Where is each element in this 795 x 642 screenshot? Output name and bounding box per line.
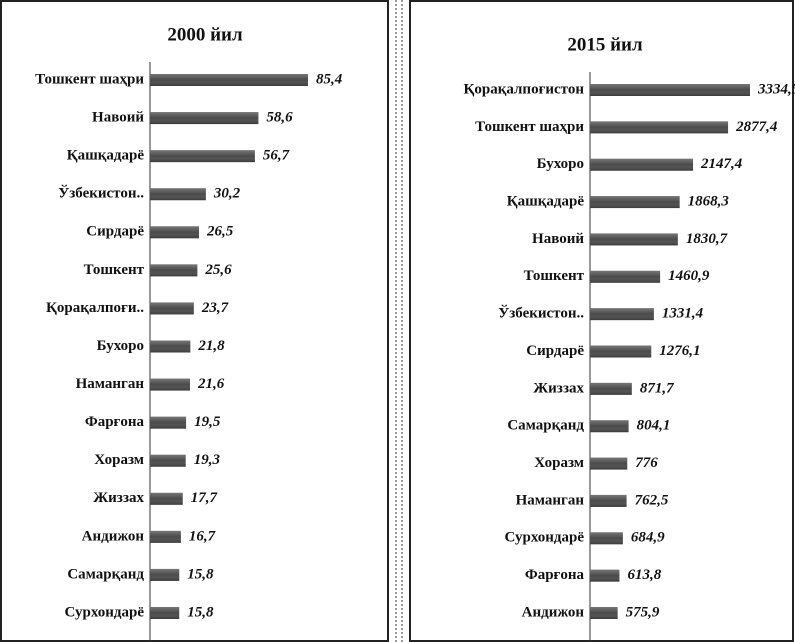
value-label: 30,2: [213, 186, 241, 202]
category-label: Ўзбекистон..: [498, 305, 584, 322]
category-label: Жиззах: [93, 490, 144, 506]
value-label: 85,4: [316, 71, 343, 87]
bar-shade: [150, 188, 206, 201]
value-label: 19,3: [194, 452, 221, 468]
category-label: Ўзбекистон..: [58, 185, 144, 202]
category-label: Сирдарё: [526, 343, 584, 359]
category-label: Тошкент: [84, 262, 145, 278]
category-label: Тошкент шаҳри: [475, 119, 584, 135]
category-label: Навоий: [92, 110, 144, 126]
bar-shade: [150, 74, 308, 86]
category-label: Хоразм: [94, 452, 144, 468]
bar-shade: [590, 345, 652, 358]
bar-shade: [590, 158, 694, 171]
category-label: Қашқадарё: [67, 148, 145, 164]
bar-shade: [590, 121, 729, 134]
value-label: 21,8: [197, 338, 225, 354]
bar-shade: [590, 382, 632, 395]
value-label: 3334,5: [757, 81, 795, 97]
value-label: 684,9: [631, 530, 665, 546]
category-label: Сирдарё: [86, 224, 144, 240]
value-label: 871,7: [640, 380, 674, 396]
category-label: Бухоро: [97, 338, 144, 354]
category-label: Қорақалпоғистон: [464, 81, 585, 97]
value-label: 58,6: [266, 110, 293, 126]
bar-shade: [590, 420, 629, 433]
value-label: 804,1: [637, 418, 671, 434]
category-label: Навоий: [532, 231, 584, 247]
category-label: Андижон: [82, 528, 145, 544]
value-label: 56,7: [263, 148, 290, 164]
bar-shade: [150, 302, 194, 315]
bar-shade: [590, 494, 627, 507]
value-label: 575,9: [626, 604, 660, 620]
value-label: 19,5: [194, 414, 221, 430]
value-label: 17,7: [191, 490, 218, 506]
value-label: 613,8: [627, 567, 661, 583]
category-label: Сурхондарё: [505, 530, 585, 546]
bar-shade: [150, 150, 255, 163]
bar-shade: [590, 233, 678, 246]
value-label: 776: [635, 455, 658, 471]
bar-shade: [590, 270, 661, 283]
bar-shade: [150, 530, 181, 543]
category-label: Бухоро: [537, 156, 584, 172]
bar-shade: [150, 378, 190, 391]
bar-shade: [150, 264, 198, 277]
category-label: Самарқанд: [507, 418, 584, 434]
bar-shade: [150, 340, 191, 353]
value-label: 26,5: [206, 224, 234, 240]
value-label: 23,7: [201, 300, 229, 316]
category-label: Самарқанд: [67, 566, 144, 582]
value-label: 1276,1: [659, 343, 700, 359]
category-label: Тошкент: [524, 268, 585, 284]
bar-shade: [150, 112, 259, 125]
bar-shade: [590, 607, 618, 619]
category-label: Қашқадарё: [507, 194, 585, 210]
left-panel-border: [0, 0, 389, 642]
category-label: Хоразм: [534, 455, 584, 471]
bar-shade: [590, 308, 654, 321]
bar-shade: [150, 416, 187, 429]
value-label: 1460,9: [668, 268, 710, 284]
value-label: 2877,4: [735, 119, 778, 135]
category-label: Тошкент шаҳри: [35, 71, 144, 87]
value-label: 1868,3: [688, 194, 730, 210]
category-label: Наманган: [76, 376, 145, 392]
bar-shade: [590, 196, 680, 209]
bar-shade: [150, 568, 180, 581]
bar-shade: [590, 532, 623, 545]
chart-title: 2000 йил: [167, 24, 243, 45]
value-label: 1331,4: [662, 306, 704, 322]
value-label: 15,8: [187, 566, 214, 582]
category-label: Жиззах: [533, 380, 584, 396]
bar-shade: [590, 84, 750, 96]
category-label: Фарғона: [85, 414, 145, 430]
value-label: 762,5: [635, 492, 669, 508]
bar-shade: [150, 454, 186, 467]
right-panel-border: [409, 0, 794, 642]
category-label: Сурхондарё: [65, 604, 145, 620]
value-label: 21,6: [197, 376, 225, 392]
chart-title: 2015 йил: [567, 34, 643, 55]
value-label: 2147,4: [700, 156, 743, 172]
category-label: Фарғона: [525, 567, 585, 583]
bar-shade: [150, 607, 180, 619]
value-label: 16,7: [189, 528, 216, 544]
bar-shade: [590, 569, 620, 582]
bar-shade: [150, 492, 183, 505]
bar-shade: [150, 226, 200, 239]
bar-shade: [590, 457, 628, 470]
category-label: Қорақалпоғи..: [46, 300, 144, 316]
value-label: 1830,7: [686, 231, 728, 247]
category-label: Андижон: [522, 604, 585, 620]
value-label: 15,8: [187, 604, 214, 620]
value-label: 25,6: [204, 262, 232, 278]
category-label: Наманган: [516, 492, 585, 508]
